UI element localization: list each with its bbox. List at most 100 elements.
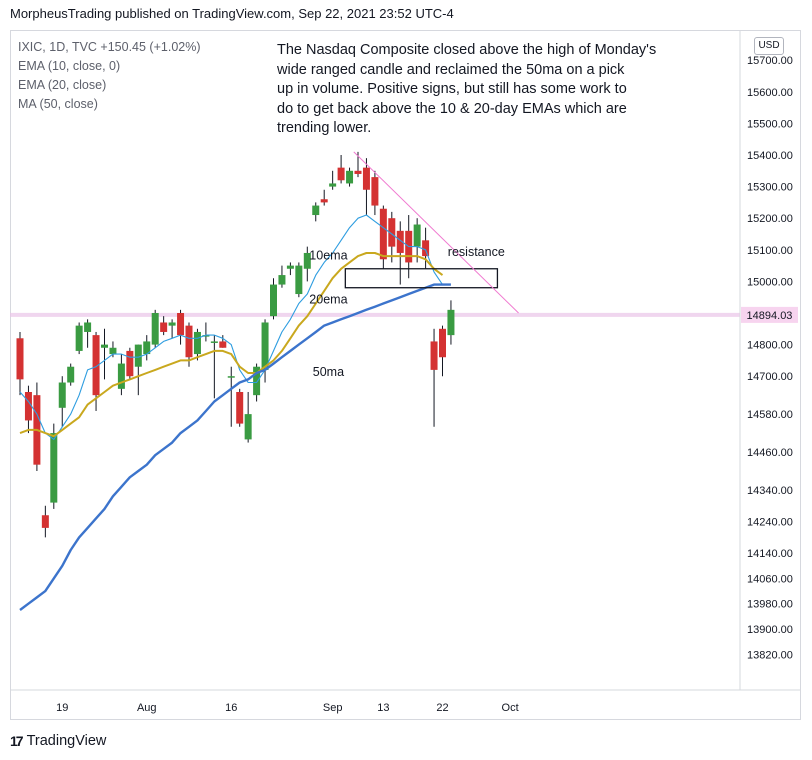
- legend-symbol[interactable]: IXIC, 1D, TVC +150.45 (+1.02%): [18, 40, 201, 54]
- y-tick-label: 13900.00: [747, 624, 793, 636]
- legend-ema20[interactable]: EMA (20, close): [18, 78, 107, 92]
- tradingview-logo[interactable]: 17 TradingView: [10, 733, 106, 749]
- candle[interactable]: [261, 319, 269, 383]
- candle[interactable]: [58, 376, 66, 427]
- candle-body-down: [219, 341, 227, 348]
- candle[interactable]: [396, 221, 404, 285]
- trendline[interactable]: [353, 151, 519, 314]
- candle[interactable]: [244, 392, 252, 443]
- candle-body-up: [84, 322, 92, 332]
- candle-body-up: [270, 284, 277, 317]
- candle[interactable]: [346, 167, 354, 187]
- resistance-box[interactable]: [344, 268, 499, 289]
- x-tick-label: Oct: [502, 702, 519, 714]
- candle-body-down: [126, 350, 134, 377]
- x-tick-label: Sep: [323, 702, 343, 714]
- y-tick-label: 14240.00: [747, 517, 793, 529]
- candle[interactable]: [202, 322, 210, 342]
- candle[interactable]: [50, 423, 58, 509]
- candle[interactable]: [329, 170, 337, 190]
- annotation-label: 20ema: [309, 293, 347, 307]
- y-tick-label: 13980.00: [747, 599, 793, 611]
- candle[interactable]: [75, 322, 83, 355]
- candle[interactable]: [303, 246, 311, 282]
- y-tick-label: 14800.00: [747, 340, 793, 352]
- candle[interactable]: [84, 319, 92, 348]
- candle[interactable]: [117, 354, 125, 396]
- candle[interactable]: [337, 155, 345, 184]
- candle-body-down: [422, 240, 430, 257]
- candle-body-down: [388, 218, 396, 247]
- candle[interactable]: [278, 265, 286, 288]
- publisher-line: MorpheusTrading published on TradingView…: [10, 6, 454, 21]
- candle-body-up: [244, 414, 252, 440]
- candle[interactable]: [210, 335, 218, 399]
- candle[interactable]: [236, 388, 244, 427]
- candle[interactable]: [67, 363, 75, 386]
- candle[interactable]: [109, 341, 117, 358]
- candle[interactable]: [286, 262, 294, 276]
- candle-body-down: [379, 208, 387, 260]
- note-line: up in volume. Positive signs, but still …: [277, 81, 627, 98]
- candle[interactable]: [439, 325, 446, 377]
- candle[interactable]: [422, 227, 430, 269]
- note-line: wide ranged candle and reclaimed the 50m…: [277, 61, 625, 78]
- candle[interactable]: [371, 170, 379, 216]
- current-price-line-group: [10, 312, 740, 317]
- tradingview-brand: TradingView: [26, 733, 107, 749]
- candle-body-up: [210, 341, 218, 343]
- candle[interactable]: [447, 300, 455, 345]
- candle[interactable]: [16, 331, 24, 396]
- candle-body-up: [312, 205, 320, 216]
- candle[interactable]: [430, 328, 438, 427]
- candle[interactable]: [151, 309, 159, 348]
- chart-note: The Nasdaq Composite closed above the hi…: [277, 41, 687, 139]
- candle[interactable]: [227, 366, 235, 427]
- candle-body-down: [41, 515, 49, 528]
- candle[interactable]: [177, 309, 185, 345]
- x-tick-label: 16: [225, 702, 237, 714]
- y-tick-label: 13820.00: [747, 649, 793, 661]
- candle[interactable]: [362, 158, 370, 216]
- candle[interactable]: [388, 211, 396, 263]
- chart-frame: [10, 30, 801, 720]
- candle[interactable]: [320, 189, 328, 206]
- candle[interactable]: [270, 278, 277, 320]
- indicator-lines: [19, 214, 451, 611]
- candle[interactable]: [24, 385, 32, 434]
- candle-body-up: [227, 376, 235, 378]
- candle-body-up: [202, 335, 210, 337]
- candle-body-up: [329, 183, 337, 187]
- y-tick-label: 15300.00: [747, 182, 793, 194]
- candle[interactable]: [160, 316, 168, 336]
- currency-button[interactable]: USD: [754, 37, 784, 55]
- candle-body-up: [253, 366, 261, 396]
- candle[interactable]: [312, 202, 320, 222]
- candle[interactable]: [413, 218, 421, 263]
- candle-body-down: [430, 341, 438, 370]
- candle[interactable]: [143, 335, 151, 361]
- candle[interactable]: [41, 505, 49, 538]
- y-tick-label: 14140.00: [747, 548, 793, 560]
- candles: [16, 151, 455, 538]
- candle[interactable]: [134, 344, 142, 396]
- candle[interactable]: [168, 319, 176, 339]
- legend-ma50[interactable]: MA (50, close): [18, 97, 98, 111]
- candle-body-up: [101, 344, 108, 348]
- candle-body-down: [177, 313, 185, 336]
- candle[interactable]: [219, 335, 227, 348]
- y-tick-label: 15100.00: [747, 245, 793, 257]
- y-tick-label: 15500.00: [747, 118, 793, 130]
- candle[interactable]: [101, 328, 108, 380]
- x-tick-label: 22: [436, 702, 448, 714]
- candle-body-up: [168, 322, 176, 326]
- candle-body-down: [439, 328, 446, 358]
- price-badge-label: 14894.03: [747, 310, 793, 322]
- candle[interactable]: [33, 382, 41, 471]
- candle[interactable]: [126, 347, 134, 380]
- candle[interactable]: [193, 328, 201, 361]
- candle[interactable]: [295, 262, 303, 298]
- candle[interactable]: [379, 205, 387, 269]
- legend-ema10[interactable]: EMA (10, close, 0): [18, 59, 121, 73]
